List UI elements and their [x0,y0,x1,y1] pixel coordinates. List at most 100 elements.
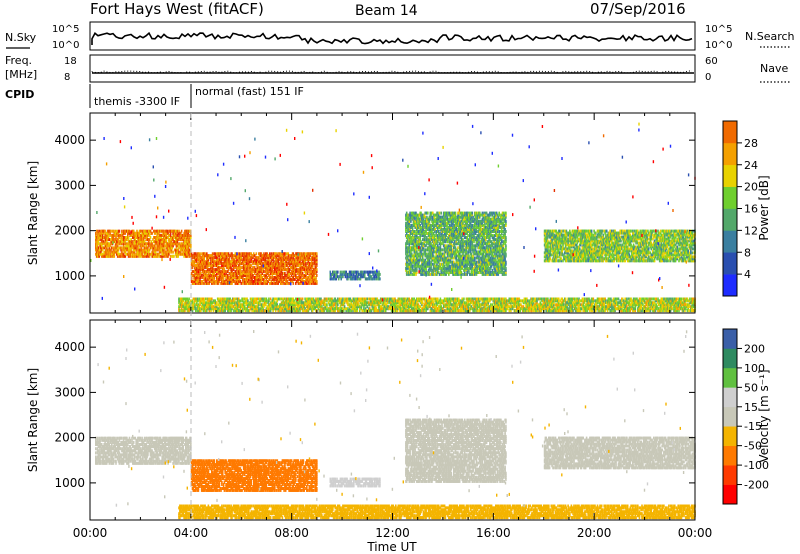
heatmap-cell [104,230,106,233]
heatmap-cell [150,236,152,239]
heatmap-cell [316,280,318,283]
freq-frame [90,55,695,82]
heatmap-cell [434,273,436,276]
heatmap-cell [365,271,367,274]
heatmap-cell [129,230,131,233]
heatmap-cell [228,252,230,255]
heatmap-cell [240,266,242,269]
heatmap-cell [433,255,435,258]
heatmap-cell [151,242,153,245]
heatmap-cell [316,274,318,277]
heatmap-cell [430,273,432,276]
nsky-tick-low: 10^0 [52,40,79,51]
heatmap-cell [270,276,272,279]
nave-tick-high: 60 [705,56,718,67]
freq-tick-high: 18 [64,56,77,67]
heatmap-cell [109,238,111,241]
heatmap-cell [468,255,470,258]
heatmap-cell [316,268,318,271]
heatmap-cell [170,255,172,258]
heatmap-cell [256,252,258,255]
heatmap-cell [128,236,130,239]
cpid-label: CPID [5,88,34,101]
heatmap-cell [239,252,241,255]
heatmap-cell [119,230,121,233]
heatmap-cell [285,252,287,255]
heatmap-cell [461,271,463,274]
heatmap-cell [467,234,469,237]
heatmap-cell [110,230,112,233]
heatmap-cell [269,252,271,255]
nsky-trace [92,33,692,45]
heatmap-cell [456,242,458,245]
heatmap-cell [455,212,457,215]
heatmap-cell [337,271,339,274]
freq-strip: Freq. [MHz] 18 8 60 0 Nave [5,54,790,83]
heatmap-cell [285,274,287,277]
heatmap-cell [439,212,441,215]
date-label: 07/Sep/2016 [590,0,686,18]
heatmap-cell [212,252,214,255]
heatmap-cell [98,246,100,249]
heatmap-cell [427,212,429,215]
heatmap-cell [272,282,274,285]
heatmap-cell [282,272,284,275]
heatmap-cell [457,246,459,249]
heatmap-cell [464,212,466,215]
heatmap-cell [146,230,148,233]
heatmap-cell [434,234,436,237]
nsky-tick-high: 10^5 [52,24,79,35]
heatmap-cell [296,268,298,271]
nsearch-tick-low: 10^0 [705,40,732,51]
heatmap-cell [458,212,460,215]
heatmap-cell [412,265,414,268]
cpid-row: CPID themis -3300 IF normal (fast) 151 I… [5,84,304,108]
heatmap-cell [164,244,166,247]
heatmap-cell [280,252,282,255]
heatmap-cell [442,248,444,251]
heatmap-cell [225,270,227,273]
heatmap-cell [200,252,202,255]
heatmap-cell [240,282,242,285]
heatmap-cell [444,265,446,268]
heatmap-cell [181,230,183,233]
heatmap-cell [219,266,221,269]
heatmap-cell [483,255,485,258]
heatmap-cell [287,280,289,283]
freq-unit-label: [MHz] [5,68,37,81]
nave-tick-low: 0 [705,72,711,83]
heatmap-cell [462,238,464,241]
heatmap-cell [149,253,151,256]
heatmap-cell [440,212,442,215]
power-panel-bg [90,113,695,313]
heatmap-cell [267,276,269,279]
heatmap-cell [370,271,372,274]
heatmap-cell [293,282,295,285]
heatmap-cell [316,252,318,255]
heatmap-cell [334,271,336,274]
heatmap-cell [440,263,442,266]
heatmap-cell [414,230,416,233]
heatmap-cell [203,282,205,285]
heatmap-cell [151,232,153,235]
nsky-strip: N.Sky 10^5 10^0 10^5 10^0 N.Search [5,22,795,51]
heatmap-cell [172,251,174,254]
heatmap-cell [251,264,253,267]
heatmap-cell [462,273,464,276]
heatmap-cell [102,246,104,249]
heatmap-cell [379,277,381,280]
heatmap-cell [173,255,175,258]
cpid-entry-normal: normal (fast) 151 IF [195,85,304,98]
nsearch-tick-high: 10^5 [705,24,732,35]
nsky-label: N.Sky [5,31,37,44]
heatmap-cell [132,240,134,243]
heatmap-cell [419,246,421,249]
heatmap-cell [121,230,123,233]
figure-title: Fort Hays West (fitACF) [90,0,264,18]
nave-label: Nave [760,62,788,75]
heatmap-cell [379,273,381,276]
cpid-entry-themis: themis -3300 IF [94,95,180,108]
